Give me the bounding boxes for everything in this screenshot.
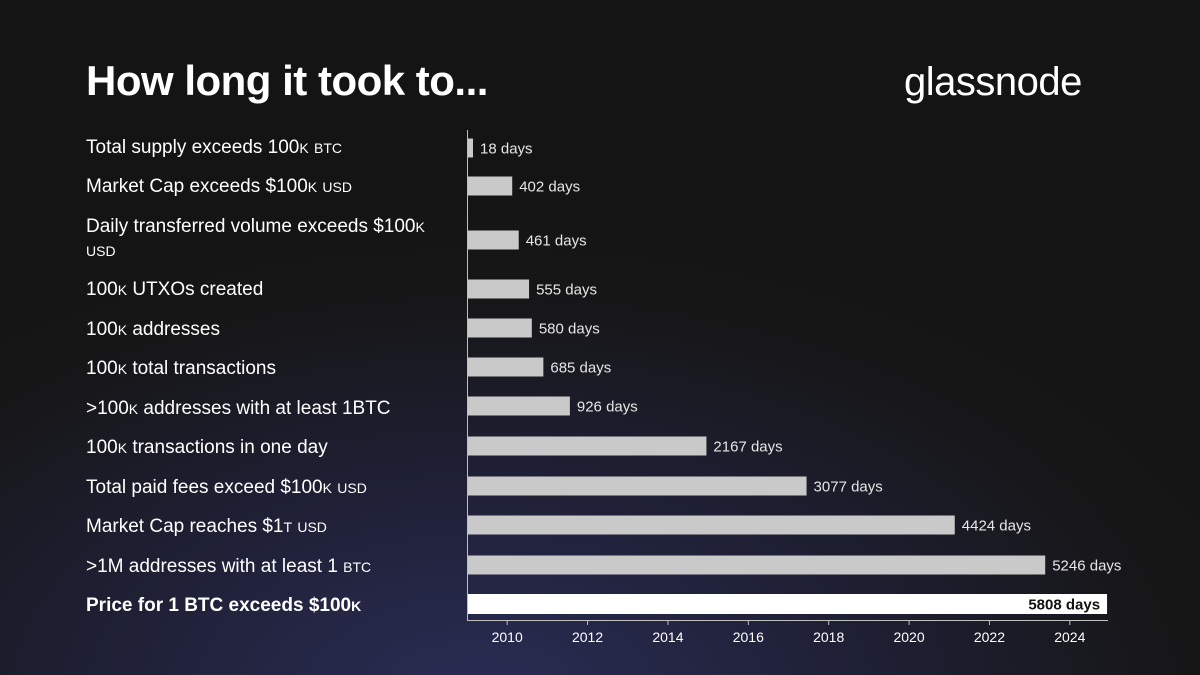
bar-value-label: 685 days <box>550 360 611 377</box>
label-smallcaps-part: k <box>351 598 362 614</box>
bar <box>468 436 707 456</box>
bar <box>468 230 519 250</box>
bar-value-label: 5246 days <box>1052 558 1121 575</box>
label-text-part: 100 <box>86 319 118 340</box>
label-text-part: Market Cap exceeds $100 <box>86 176 308 197</box>
label-smallcaps-part: k <box>299 140 309 156</box>
bar <box>468 138 473 158</box>
bar <box>468 176 513 196</box>
label-smallcaps-part: k <box>307 179 318 195</box>
label-text-part: Price for 1 BTC exceeds $100 <box>86 595 352 616</box>
x-tick-label: 2022 <box>974 629 1005 645</box>
label-smallcaps-part: usd <box>337 480 367 496</box>
label-text-part: Daily transferred volume exceeds $100 <box>86 216 416 237</box>
label-text-part: 100 <box>86 437 118 458</box>
x-tick-label: 2010 <box>492 629 523 645</box>
bar <box>468 515 955 535</box>
bar-highlight <box>468 594 1108 614</box>
label-smallcaps-part: k <box>128 401 139 417</box>
label-smallcaps-part: k <box>322 480 332 496</box>
label-smallcaps-part: usd <box>322 179 352 195</box>
category-label: Total paid fees exceed $100k usd <box>86 476 456 500</box>
label-text-part: addresses <box>127 319 220 340</box>
label-text-part: >100 <box>86 398 129 419</box>
category-label: 100k UTXOs created <box>86 278 456 302</box>
page-title: How long it took to... <box>86 57 488 104</box>
label-text-part: transactions in one day <box>127 437 328 458</box>
category-label: 100k total transactions <box>86 357 456 381</box>
bar <box>468 555 1046 575</box>
category-label: 100k transactions in one day <box>86 436 456 460</box>
label-text-part: addresses with at least 1BTC <box>138 398 391 419</box>
x-tick-label: 2024 <box>1054 629 1085 645</box>
bar-value-label: 402 days <box>519 179 580 196</box>
label-smallcaps-part: btc <box>314 140 342 156</box>
x-tick-label: 2012 <box>572 629 603 645</box>
x-tick-label: 2020 <box>893 629 924 645</box>
bar-value-label: 3077 days <box>814 479 883 496</box>
label-text-part: total transactions <box>127 358 276 379</box>
label-text-part: Total supply exceeds 100 <box>86 137 300 158</box>
bar-value-label: 5808 days <box>1028 597 1100 614</box>
label-text-part: Market Cap reaches $1 <box>86 516 284 537</box>
label-smallcaps-part: k <box>117 361 128 377</box>
label-smallcaps-part: k <box>415 219 425 235</box>
category-label: >100k addresses with at least 1BTC <box>86 397 456 421</box>
label-smallcaps-part: usd <box>86 243 116 259</box>
category-label: Total supply exceeds 100k btc <box>86 136 456 160</box>
label-text-part: 100 <box>86 358 118 379</box>
bar-value-label: 926 days <box>577 399 638 416</box>
bar <box>468 396 570 416</box>
label-smallcaps-part: k <box>117 282 128 298</box>
label-text-part: UTXOs created <box>127 279 264 300</box>
category-label: >1M addresses with at least 1 btc <box>86 555 456 579</box>
label-smallcaps-part: usd <box>297 519 327 535</box>
category-label: Price for 1 BTC exceeds $100k <box>86 594 456 618</box>
category-label: 100k addresses <box>86 318 456 342</box>
bar-value-label: 18 days <box>480 141 533 158</box>
bar-value-label: 555 days <box>536 282 597 299</box>
x-tick-label: 2016 <box>733 629 764 645</box>
glassnode-logo: glassnode <box>904 60 1082 104</box>
bar-value-label: 2167 days <box>713 439 782 456</box>
label-smallcaps-part: btc <box>343 559 372 575</box>
bar-value-label: 4424 days <box>962 518 1031 535</box>
bar-value-label: 461 days <box>526 233 587 250</box>
bar <box>468 357 544 377</box>
label-text-part: >1M addresses with at least 1 <box>86 556 344 577</box>
x-tick-label: 2014 <box>652 629 683 645</box>
label-text-part: 100 <box>86 279 118 300</box>
x-tick-label: 2018 <box>813 629 844 645</box>
category-label: Daily transferred volume exceeds $100k u… <box>86 215 456 263</box>
label-text-part: Total paid fees exceed $100 <box>86 477 323 498</box>
bar <box>468 279 530 299</box>
label-smallcaps-part: k <box>117 440 128 456</box>
label-smallcaps-part: k <box>117 322 128 338</box>
bar-value-label: 580 days <box>539 321 600 338</box>
category-label: Market Cap reaches $1t usd <box>86 515 456 539</box>
label-smallcaps-part: t <box>283 519 293 535</box>
bar <box>468 318 532 338</box>
bar <box>468 476 807 496</box>
category-label: Market Cap exceeds $100k usd <box>86 175 456 199</box>
